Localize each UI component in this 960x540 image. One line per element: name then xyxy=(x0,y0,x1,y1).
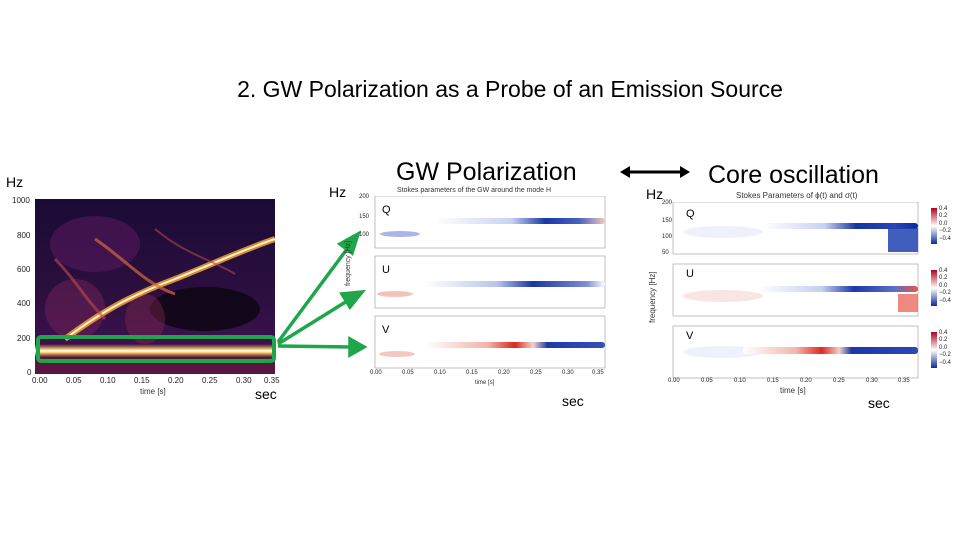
colorbar-tick: 0.2 xyxy=(939,275,948,282)
gw-ylabel: frequency [Hz] xyxy=(345,240,352,286)
spectrogram-figure: 1000 800 600 400 200 0 xyxy=(0,190,290,400)
spectrogram-ytick: 200 xyxy=(17,334,31,343)
core-xtick: 0.35 xyxy=(898,378,910,384)
core-xtick: 0.05 xyxy=(701,378,713,384)
spectrogram-xlabel: time [s] xyxy=(140,387,166,396)
gw-label-u: U xyxy=(382,264,390,276)
spectrogram-ytick: 0 xyxy=(27,368,32,377)
colorbar-tick: 0.4 xyxy=(939,206,948,212)
core-xlabel: time [s] xyxy=(780,386,806,395)
spectrogram-x-unit: sec xyxy=(255,386,277,402)
green-arrows xyxy=(276,230,368,359)
colorbar-tick: −0.2 xyxy=(939,352,951,359)
core-ytick: 100 xyxy=(662,234,673,240)
colorbar-tick: 0.2 xyxy=(939,337,948,344)
gw-ytick: 200 xyxy=(359,194,370,200)
core-stokes-plots xyxy=(672,202,919,379)
spectrogram-xtick: 0.35 xyxy=(264,376,280,385)
gw-stokes-plots xyxy=(374,196,606,369)
core-ytick: 50 xyxy=(662,250,669,256)
spectrogram-ytick: 400 xyxy=(17,299,31,308)
core-xtick: 0.10 xyxy=(734,378,746,384)
spectrogram-xtick: 0.15 xyxy=(134,376,150,385)
core-xtick: 0.15 xyxy=(767,378,779,384)
core-oscillation-header: Core oscillation xyxy=(708,161,879,189)
spectrogram-ytick: 1000 xyxy=(12,196,30,205)
spectrogram-xtick: 0.20 xyxy=(168,376,184,385)
core-colorbar-ticks-2: 0.4 0.2 0.0 −0.2 −0.4 xyxy=(939,268,951,305)
gw-ytick: 150 xyxy=(359,214,370,220)
spectrogram-ytick: 800 xyxy=(17,231,31,240)
highlight-box xyxy=(36,335,276,363)
core-label-u: U xyxy=(686,268,694,280)
spectrogram-xtick: 0.00 xyxy=(32,376,48,385)
colorbar-tick: 0.4 xyxy=(939,330,948,336)
spectrogram-xtick: 0.10 xyxy=(100,376,116,385)
gw-polarization-figure: Stokes parameters of the GW around the m… xyxy=(345,186,615,396)
colorbar-tick: −0.4 xyxy=(939,297,951,304)
core-colorbar-ticks-1: 0.4 0.2 0.0 −0.2 −0.4 xyxy=(939,206,951,243)
core-ytick: 150 xyxy=(662,218,673,224)
colorbar-tick: 0.2 xyxy=(939,213,948,220)
gw-xtick: 0.05 xyxy=(402,370,414,376)
slide-title: 2. GW Polarization as a Probe of an Emis… xyxy=(237,76,783,102)
core-xtick: 0.00 xyxy=(668,378,680,384)
colorbar-tick: −0.2 xyxy=(939,290,951,297)
core-colorbar-ticks-3: 0.4 0.2 0.0 −0.2 −0.4 xyxy=(939,330,951,367)
spectrogram-xtick: 0.25 xyxy=(202,376,218,385)
gw-x-unit: sec xyxy=(562,393,584,409)
gw-xtick: 0.10 xyxy=(434,370,446,376)
core-xtick: 0.20 xyxy=(800,378,812,384)
gw-xtick: 0.20 xyxy=(498,370,510,376)
colorbar-tick: −0.4 xyxy=(939,359,951,366)
gw-panel-title: Stokes parameters of the GW around the m… xyxy=(397,187,552,194)
colorbar-tick: 0.0 xyxy=(939,344,948,351)
core-oscillation-figure: Stokes Parameters of ϕ(t) and σ(t) frequ… xyxy=(648,188,960,400)
gw-label-v: V xyxy=(382,324,390,336)
spectrogram-xtick: 0.05 xyxy=(66,376,82,385)
gw-xlabel: time [s] xyxy=(475,380,495,386)
gw-label-q: Q xyxy=(382,204,391,216)
core-label-q: Q xyxy=(686,208,695,220)
double-arrow-icon xyxy=(620,166,690,178)
core-xtick: 0.30 xyxy=(866,378,878,384)
core-ylabel: frequency [Hz] xyxy=(648,271,657,323)
gw-xtick: 0.35 xyxy=(592,370,604,376)
core-panel-title: Stokes Parameters of ϕ(t) and σ(t) xyxy=(736,191,858,200)
gw-xtick: 0.30 xyxy=(562,370,574,376)
gw-y-unit: Hz xyxy=(329,184,347,200)
gw-xtick: 0.15 xyxy=(466,370,478,376)
gw-polarization-header: GW Polarization xyxy=(396,158,577,186)
gw-ytick: 100 xyxy=(359,232,370,238)
core-ytick: 200 xyxy=(662,200,673,206)
spectrogram-ytick: 600 xyxy=(17,265,31,274)
colorbar-tick: −0.4 xyxy=(939,235,951,242)
colorbar-tick: 0.0 xyxy=(939,282,948,289)
core-x-unit: sec xyxy=(868,395,890,411)
colorbar-tick: −0.2 xyxy=(939,228,951,235)
colorbar-tick: 0.0 xyxy=(939,220,948,227)
colorbar-tick: 0.4 xyxy=(939,268,948,274)
core-y-unit: Hz xyxy=(646,186,664,202)
core-colorbars xyxy=(931,208,937,368)
gw-xtick: 0.25 xyxy=(530,370,542,376)
spectrogram-y-unit: Hz xyxy=(6,174,24,190)
core-label-v: V xyxy=(686,330,694,342)
gw-xtick: 0.00 xyxy=(370,370,382,376)
spectrogram-xtick: 0.30 xyxy=(236,376,252,385)
core-xtick: 0.25 xyxy=(833,378,845,384)
